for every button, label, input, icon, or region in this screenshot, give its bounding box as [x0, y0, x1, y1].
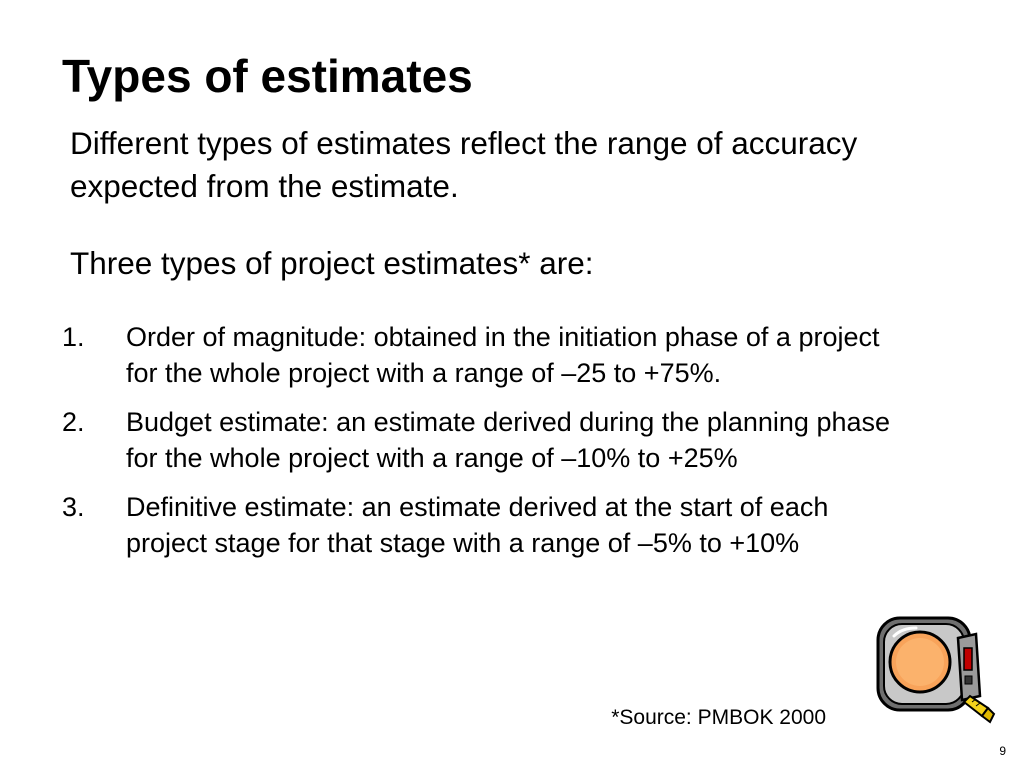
list-item: 3. Definitive estimate: an estimate deri…	[0, 490, 900, 561]
estimate-types-list: 1. Order of magnitude: obtained in the i…	[0, 320, 900, 575]
list-item-text: Budget estimate: an estimate derived dur…	[126, 407, 891, 473]
tape-measure-icon	[876, 616, 996, 724]
list-item-number: 3.	[62, 492, 85, 522]
source-note: *Source: PMBOK 2000	[611, 706, 826, 729]
list-item: 1. Order of magnitude: obtained in the i…	[0, 320, 900, 391]
intro-text: Different types of estimates reflect the…	[70, 125, 858, 204]
list-item-number: 2.	[62, 407, 85, 437]
intro-subtext: Three types of project estimates* are:	[70, 245, 594, 281]
slide-title: Types of estimates	[62, 50, 473, 102]
list-item: 2. Budget estimate: an estimate derived …	[0, 405, 900, 476]
list-item-number: 1.	[62, 322, 85, 352]
list-item-text: Definitive estimate: an estimate derived…	[126, 492, 829, 558]
list-item-text: Order of magnitude: obtained in the init…	[126, 322, 880, 388]
page-number: 9	[999, 744, 1006, 758]
